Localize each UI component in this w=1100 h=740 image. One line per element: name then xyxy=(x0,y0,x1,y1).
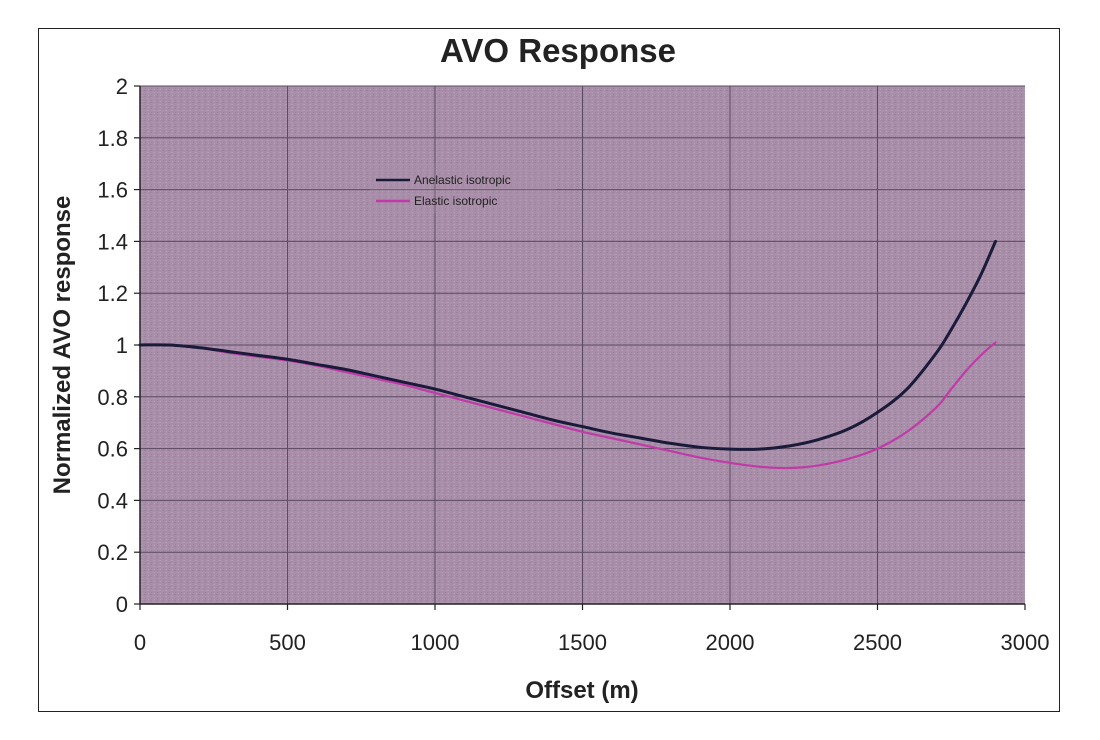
legend: Anelastic isotropic Elastic isotropic xyxy=(370,163,556,213)
chart-title: AVO Response xyxy=(440,32,676,69)
series-lines xyxy=(138,239,997,470)
x-tick-label: 2500 xyxy=(853,630,902,655)
x-axis-label: Offset (m) xyxy=(525,677,638,704)
y-tick-label: 1 xyxy=(116,333,128,358)
x-tick-label: 3000 xyxy=(1001,630,1050,655)
x-tick-label: 2000 xyxy=(706,630,755,655)
y-tick-label: 2 xyxy=(116,74,128,99)
series-line-anelastic-isotropic xyxy=(138,239,997,451)
y-axis-label: Normalized AVO response xyxy=(49,196,76,495)
legend-label-anelastic: Anelastic isotropic xyxy=(414,173,511,187)
legend-label-elastic: Elastic isotropic xyxy=(414,194,497,208)
y-tick-label: 1.6 xyxy=(97,178,128,203)
y-tick-label: 0 xyxy=(116,592,128,617)
x-axis-ticks: 0 500 1000 1500 2000 2500 3000 xyxy=(134,604,1050,655)
y-tick-label: 1.8 xyxy=(97,126,128,151)
y-tick-label: 1.4 xyxy=(97,229,128,254)
x-tick-label: 1500 xyxy=(558,630,607,655)
y-tick-label: 0.8 xyxy=(97,385,128,410)
y-axis-ticks: 0 0.2 0.4 0.6 0.8 1 1.2 1.4 1.6 1.8 2 xyxy=(97,74,140,617)
y-tick-label: 0.6 xyxy=(97,437,128,462)
y-tick-label: 1.2 xyxy=(97,281,128,306)
legend-box xyxy=(370,163,556,213)
y-tick-label: 0.2 xyxy=(97,540,128,565)
x-tick-label: 500 xyxy=(269,630,306,655)
x-tick-label: 1000 xyxy=(411,630,460,655)
x-tick-label: 0 xyxy=(134,630,146,655)
y-tick-label: 0.4 xyxy=(97,488,128,513)
